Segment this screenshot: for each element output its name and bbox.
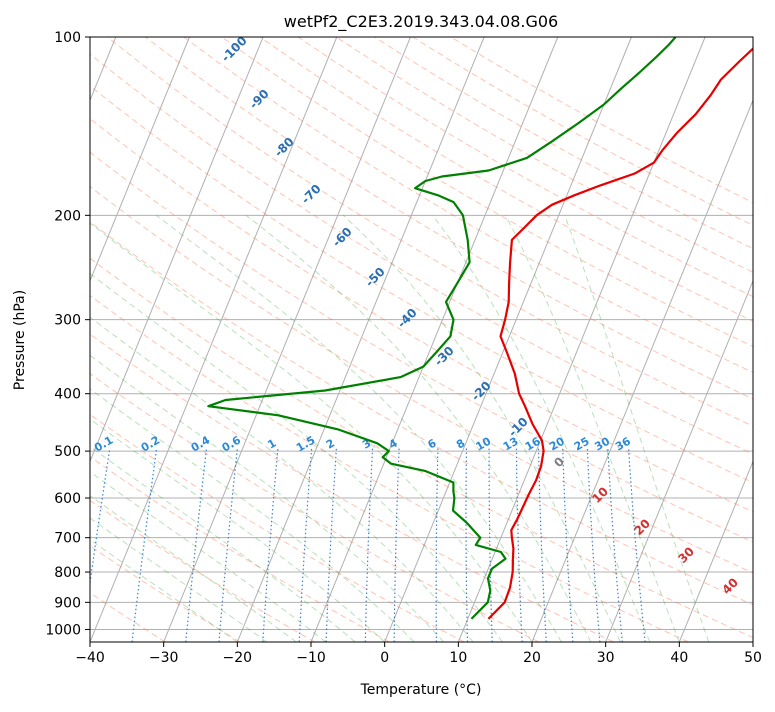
y-tick-label: 100	[54, 30, 81, 46]
y-tick-label: 700	[54, 531, 81, 547]
temperature-profile-line	[488, 37, 764, 619]
mixing-ratio-line	[326, 449, 336, 643]
dry-adiabat-label: -20	[469, 379, 494, 404]
moist-adiabat-label: 40	[719, 575, 741, 597]
dry-adiabat-350	[0, 37, 775, 642]
background-lines	[0, 37, 775, 642]
x-tick-label: 20	[523, 650, 541, 666]
moist-adiabat--4	[0, 215, 355, 642]
mixing-ratio-line	[587, 449, 600, 643]
dry-adiabat-260	[0, 37, 315, 642]
y-tick-label: 500	[54, 444, 81, 460]
isotherm--30	[164, 37, 411, 642]
dry-adiabat-320	[0, 37, 763, 642]
x-tick-label: 50	[744, 650, 762, 666]
moist-adiabat-label: 10	[589, 484, 611, 506]
moist-adiabat-20	[80, 215, 532, 642]
dewpoint-profile-line	[208, 37, 675, 619]
mixing-ratio-line	[365, 449, 372, 643]
moist-adiabat--8	[0, 215, 326, 642]
x-axis-label: Temperature (°C)	[360, 682, 482, 698]
dry-adiabat-340	[0, 37, 775, 642]
isotherm-20	[532, 37, 775, 642]
y-tick-label: 1000	[45, 622, 81, 638]
dry-adiabat-310	[0, 37, 688, 642]
dry-adiabat-label: -50	[363, 265, 388, 290]
dry-adiabat-390	[107, 37, 775, 642]
mixing-ratio-label: 6	[426, 436, 439, 451]
isotherm-0	[385, 37, 632, 642]
y-tick-label: 900	[54, 595, 81, 611]
dry-adiabat-label: -10	[506, 415, 531, 440]
dry-adiabat-450	[336, 37, 775, 642]
y-tick-label: 400	[54, 387, 81, 403]
y-axis-label: Pressure (hPa)	[12, 290, 28, 390]
mixing-ratio-label: 1	[265, 437, 278, 452]
dry-adiabat-430	[260, 37, 775, 642]
dry-adiabat-label: -80	[272, 135, 297, 160]
moist-adiabat-24	[156, 215, 561, 642]
moist-adiabat--12	[0, 215, 296, 642]
mixing-ratio-line	[539, 449, 547, 643]
dry-adiabat-370	[31, 37, 775, 642]
dry-adiabat-300	[0, 37, 613, 642]
chart-title: wetPf2_C2E3.2019.343.04.08.G06	[284, 12, 558, 32]
x-tick-label: −20	[223, 650, 253, 666]
moist-adiabat--16	[0, 215, 267, 642]
y-tick-label: 600	[54, 491, 81, 507]
moist-adiabat-label: 0	[551, 454, 567, 470]
y-tick-label: 800	[54, 565, 81, 581]
x-tick-label: 30	[597, 650, 615, 666]
mixing-ratio-line	[132, 449, 157, 643]
isotherm--60	[0, 37, 189, 642]
mixing-ratio-line	[608, 449, 623, 643]
dry-adiabat-270	[0, 37, 389, 642]
dry-adiabat-470	[413, 37, 775, 642]
dry-adiabat-440	[298, 37, 775, 642]
dry-adiabat-label: -70	[299, 182, 324, 207]
dry-adiabat-330	[0, 37, 775, 642]
mixing-ratio-label: 4	[387, 436, 400, 451]
dry-adiabat-label: -100	[219, 34, 250, 65]
x-tick-label: −10	[296, 650, 326, 666]
dry-adiabat-label: -40	[395, 306, 420, 331]
x-tick-label: −40	[75, 650, 105, 666]
mixing-ratio-line	[466, 449, 468, 643]
mixing-ratio-line	[82, 449, 110, 643]
dry-adiabat-250	[0, 37, 240, 642]
x-tick-label: 10	[449, 650, 467, 666]
isotherm--50	[16, 37, 263, 642]
isotherm-50	[753, 37, 775, 642]
mixing-ratio-label: 2	[324, 437, 337, 452]
dry-adiabat-360	[0, 37, 775, 642]
dry-adiabat-280	[0, 37, 464, 642]
mixing-ratio-line	[219, 449, 237, 643]
moist-adiabat-44	[565, 215, 709, 642]
dry-adiabat-290	[0, 37, 539, 642]
moist-adiabat-40	[506, 215, 680, 642]
mixing-ratio-line	[489, 449, 492, 643]
dry-adiabat-label: -60	[330, 225, 355, 250]
x-tick-label: 0	[380, 650, 389, 666]
y-tick-label: 300	[54, 313, 81, 329]
isotherm--40	[90, 37, 337, 642]
isotherm--10	[311, 37, 558, 642]
y-tick-label: 200	[54, 208, 81, 224]
x-tick-label: −30	[149, 650, 179, 666]
dry-adiabat-label: -30	[432, 344, 457, 369]
mixing-ratio-line	[516, 449, 522, 643]
mixing-ratio-line	[436, 449, 438, 643]
x-tick-label: 40	[670, 650, 688, 666]
moist-adiabat-label: 30	[675, 544, 697, 566]
dry-adiabat-label: -90	[247, 87, 272, 112]
